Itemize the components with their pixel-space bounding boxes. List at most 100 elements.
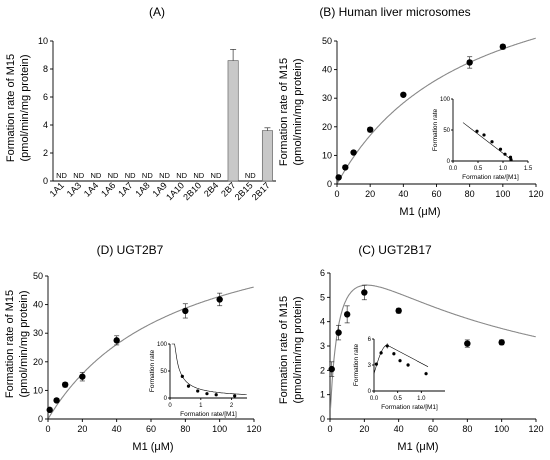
panel-b-data-point xyxy=(350,149,357,156)
panel-b-data-point xyxy=(400,91,407,98)
panel-a-ylabel-units: (pmol/min/mg protein) xyxy=(19,55,31,162)
panel-d-data-point xyxy=(113,337,120,344)
panel-c-inset-data-point xyxy=(385,344,389,348)
panel-b-inset-data-point xyxy=(475,129,479,133)
panel-b-inset-xtick-label: 0.0 xyxy=(449,166,458,172)
panel-b-xtick-label: 80 xyxy=(465,189,475,199)
panel-a-nd-label: ND xyxy=(90,171,101,180)
panel-a-nd-label: ND xyxy=(73,171,84,180)
panel-d-ylabel: Formation rate of M15 xyxy=(4,290,16,398)
panel-b-ytick-label: 10 xyxy=(322,150,332,160)
panel-c-inset-fit-curve xyxy=(373,344,429,374)
panel-d-inset-xtick-label: 1 xyxy=(199,403,203,409)
panel-c-data-point xyxy=(335,329,342,336)
panel-d-inset-data-point xyxy=(186,384,191,388)
panel-b-ytick-label: 20 xyxy=(322,122,332,132)
panel-b-xtick-label: 100 xyxy=(495,189,510,199)
panel-b-inset-data-point xyxy=(482,133,486,137)
panel-a-ytick-label: 2 xyxy=(43,148,48,158)
panel-a-nd-label: ND xyxy=(142,171,153,180)
panel-d-inset-data-point xyxy=(180,374,184,378)
panel-d-inset-ytick-label: 100 xyxy=(157,342,168,348)
panel-d-ytick-label: 0 xyxy=(38,414,43,424)
panel-a-bar-chart: (A) Formation rate of M15 (pmol/min/mg p… xyxy=(5,5,276,202)
panel-a-category-label: 2B15 xyxy=(233,180,255,202)
panel-b-data-point xyxy=(466,59,473,66)
panel-b-data-point xyxy=(366,126,374,133)
panel-c-inset-ytick-label: 3 xyxy=(368,363,372,369)
panel-d-inset-data-point xyxy=(205,392,209,396)
panel-c-xtick-label: 120 xyxy=(528,424,543,434)
panel-c-xtick-label: 0 xyxy=(327,424,332,434)
panel-b-ytick-label: 30 xyxy=(322,93,332,103)
panel-b-data-point xyxy=(499,43,507,50)
panel-c-data-point xyxy=(328,365,335,373)
panel-a-nd-label: ND xyxy=(125,171,136,180)
panel-d-data-point xyxy=(61,381,69,388)
panel-a-ytick-label: 8 xyxy=(43,64,48,74)
panel-d-inset-ytick-label: 50 xyxy=(160,369,167,375)
panel-a-ytick-label: 10 xyxy=(38,36,48,46)
panel-c-inset-data-point xyxy=(379,351,383,355)
panel-d-inset-xtick-label: 0 xyxy=(168,403,172,409)
panel-d-xlabel: M1 (μM) xyxy=(132,441,173,453)
panel-a-nd-label: ND xyxy=(211,171,222,180)
panel-c-inset-ytick-label: 0 xyxy=(368,389,372,395)
panel-a-nd-label: ND xyxy=(176,171,187,180)
panel-c-xtick-label: 20 xyxy=(359,424,369,434)
panel-c-ylabel-units: (pmol/min/mg protein) xyxy=(292,297,304,404)
panel-d-xtick-label: 60 xyxy=(146,424,156,434)
panel-c-scatter-chart: (C) UGT2B17 Formation rate of M15 (pmol/… xyxy=(278,243,544,453)
panel-c-data-point xyxy=(464,340,471,347)
panel-d-inset-fit-curve xyxy=(171,343,247,395)
panel-d-data-point xyxy=(182,307,189,315)
panel-b-data-point xyxy=(335,174,342,181)
panel-c-xlabel: M1 (μM) xyxy=(397,441,438,453)
panel-c-data-point xyxy=(343,311,351,318)
panel-d-inset-xlabel: Formation rate/[M1] xyxy=(180,411,237,418)
panel-c-inset-data-point xyxy=(424,372,428,376)
panel-d-plot-area: 0 10 20 30 40 50 0 20 40 60 80 100 120 0 50 100 0 1 2 Forma… xyxy=(33,271,262,434)
panel-c-ylabel: Formation rate of M15 xyxy=(278,296,290,404)
panel-b-xtick-label: 60 xyxy=(431,189,441,199)
panel-d-inset-data-point xyxy=(196,389,200,393)
panel-a-category-label: 1A8 xyxy=(133,180,151,198)
panel-d-data-point xyxy=(46,406,53,414)
panel-a-ytick-label: 4 xyxy=(43,120,48,130)
panel-b-plot-area: 0 10 20 30 40 50 0 20 40 60 80 100 120 0 50 100 0.0 0.5 1.… xyxy=(322,36,544,199)
panel-d-xtick-label: 120 xyxy=(246,424,261,434)
panel-d-scatter-chart: (D) UGT2B7 Formation rate of M15 (pmol/m… xyxy=(4,243,262,453)
panel-b-xtick-label: 120 xyxy=(528,189,543,199)
panel-a-category-label: 2B10 xyxy=(181,180,203,202)
panel-b-xtick-label: 20 xyxy=(365,189,375,199)
panel-d-ylabel-units: (pmol/min/mg protein) xyxy=(18,291,30,398)
panel-c-ytick-label: 0 xyxy=(320,414,325,424)
panel-c-inset-ytick-label: 6 xyxy=(368,337,372,343)
panel-c-fit-curve xyxy=(329,284,536,409)
panel-b-inset-data-point xyxy=(498,147,503,151)
panel-c-ytick-label: 4 xyxy=(320,317,325,327)
panel-a-nd-label: ND xyxy=(245,171,256,180)
panel-b-xlabel: M1 (μM) xyxy=(399,206,440,218)
panel-d-inset-ylabel: Formation rate xyxy=(149,349,156,392)
panel-c-ytick-label: 1 xyxy=(320,390,325,400)
panel-d-xtick-label: 80 xyxy=(180,424,190,434)
panel-c-inset-xtick-label: 0.5 xyxy=(393,396,402,402)
panel-a-bar xyxy=(227,60,239,182)
panel-c-title: (C) UGT2B17 xyxy=(358,243,432,257)
panel-d-ytick-label: 10 xyxy=(33,385,43,395)
panel-c-ytick-label: 3 xyxy=(320,341,325,351)
panel-a-category-label: 1A3 xyxy=(65,180,83,198)
panel-c-xtick-label: 40 xyxy=(394,424,404,434)
panel-c-inset-data-point xyxy=(406,363,410,367)
panel-d-title: (D) UGT2B7 xyxy=(97,243,164,257)
panel-b-inset-data-point xyxy=(503,152,507,156)
panel-d-ytick-label: 30 xyxy=(33,328,43,338)
panel-a-category-label: 2B17 xyxy=(250,180,272,202)
panel-a-ytick-label: 0 xyxy=(43,176,48,186)
panel-c-xtick-label: 60 xyxy=(428,424,438,434)
panel-b-inset-ytick-label: 100 xyxy=(440,97,451,103)
panel-b-inset-ylabel: Formation rate xyxy=(432,108,439,151)
panel-a-nd-label: ND xyxy=(108,171,119,180)
panel-b-inset-xlabel: Formation rate/[M1] xyxy=(462,174,519,181)
